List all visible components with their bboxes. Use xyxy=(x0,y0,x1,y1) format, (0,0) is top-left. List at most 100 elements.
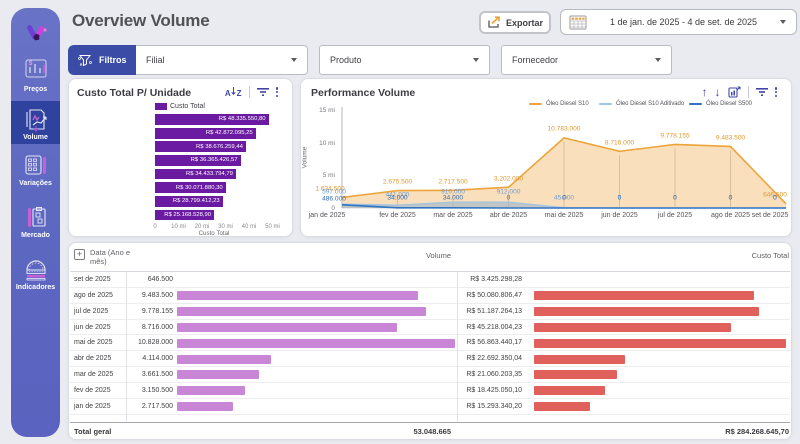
sidebar-item-label: Mercado xyxy=(21,232,50,239)
col-header-volume[interactable]: Volume xyxy=(425,251,451,260)
col-header-date[interactable]: Data (Ano e xyxy=(90,248,131,257)
total-label: Total geral xyxy=(74,427,112,436)
table-row[interactable]: mar de 2025 3.661.500 R$ 21.060.203,35 xyxy=(69,367,791,383)
table-row[interactable]: jan de 2025 2.717.500 R$ 15.293.340,20 xyxy=(69,399,791,415)
data-label: 3.202.000 xyxy=(493,175,524,183)
filter-icon[interactable] xyxy=(256,87,269,97)
row-month: fev de 2025 xyxy=(74,386,111,394)
filter-icon[interactable] xyxy=(755,87,768,97)
data-label: 441.000 xyxy=(385,191,410,199)
data-label: 34.000 xyxy=(387,194,408,202)
svg-text:$: $ xyxy=(29,61,33,67)
cost-bar[interactable]: R$ 38.676.259,44 xyxy=(155,141,246,153)
x-tick-label: jul de 2025 xyxy=(657,212,693,219)
cost-bar-label: R$ 42.872.095,25 xyxy=(205,130,253,137)
cost-bar[interactable]: R$ 42.872.095,25 xyxy=(155,127,256,139)
col-header-cost[interactable]: Custo Total xyxy=(751,251,789,260)
data-label: 10.783.000 xyxy=(547,125,581,133)
cost-bar[interactable]: R$ 34.433.794,79 xyxy=(155,168,236,180)
x-tick-label: 40 mi xyxy=(241,224,257,230)
table-row[interactable]: jul de 2025 9.778.155 R$ 51.187.264,13 xyxy=(69,304,791,320)
x-tick-label: 30 mi xyxy=(218,224,233,230)
legend-label: Custo Total xyxy=(170,103,205,110)
cost-bar-chart: R$ 48.335.550,80 R$ 42.872.095,25 R$ 38.67… xyxy=(69,79,292,237)
sidebar-item-indicadores[interactable]: Indicadores xyxy=(11,252,60,294)
table-row[interactable]: mai de 2025 10.828.000 R$ 56.863.440,17 xyxy=(69,335,791,352)
row-cost: R$ 22.692.350,04 xyxy=(466,355,522,363)
filters-button[interactable]: Filtros xyxy=(68,45,136,75)
data-label: 646.500 xyxy=(763,191,787,199)
data-label: 8.716.000 xyxy=(604,139,635,147)
sidebar-item-volume[interactable]: Volume xyxy=(11,101,60,144)
volume-data-bar xyxy=(176,402,233,412)
drill-down-icon[interactable]: ↓ xyxy=(714,85,721,99)
table-row[interactable]: abr de 2025 4.114.000 R$ 22.692.350,04 xyxy=(69,351,791,368)
x-tick-label: mar de 2025 xyxy=(433,212,473,219)
dropdown-filial-label: Filial xyxy=(146,55,165,65)
table-row[interactable]: jun de 2025 8.716.000 R$ 45.218.004,23 xyxy=(69,320,791,336)
sidebar-item-variacoes[interactable]: Variações xyxy=(11,148,60,190)
volume-data-bar xyxy=(176,291,418,301)
x-tick-label: 50 mi xyxy=(265,224,280,230)
legend-item[interactable]: Óleo Diesel S500 xyxy=(689,101,752,107)
cost-legend: Custo Total xyxy=(155,103,205,110)
cost-bar[interactable]: R$ 28.799.412,23 xyxy=(155,195,223,207)
data-label: 0 xyxy=(617,194,622,202)
perf-card-title: Performance Volume xyxy=(311,87,416,99)
volume-data-bar xyxy=(176,338,455,348)
x-axis-title: Custo Total xyxy=(198,229,230,237)
divider xyxy=(747,86,749,98)
x-tick-label: jan de 2025 xyxy=(308,212,346,219)
data-label: 0 xyxy=(673,194,677,202)
cost-bar-label: R$ 34.433.794,79 xyxy=(186,171,233,178)
dropdown-filial[interactable]: Filial xyxy=(136,45,308,75)
cost-data-bar xyxy=(534,338,786,348)
date-range-picker[interactable]: 1 de jan. de 2025 - 4 de set. de 2025 xyxy=(560,9,797,35)
row-month: ago de 2025 xyxy=(74,291,113,299)
data-label: 0 xyxy=(728,194,733,202)
legend-swatch xyxy=(529,102,542,106)
cost-bar[interactable]: R$ 25.168.528,90 xyxy=(155,209,215,221)
x-tick-label: set de 2025 xyxy=(751,212,789,219)
x-tick-label: 10 mi xyxy=(171,224,186,230)
dropdown-produto-label: Produto xyxy=(330,55,362,65)
more-options-icon[interactable] xyxy=(774,87,777,97)
dropdown-fornecedor[interactable]: Fornecedor xyxy=(501,45,672,75)
legend-item[interactable]: Óleo Diesel S10 xyxy=(529,101,589,107)
cost-bar[interactable]: R$ 36.365.426,57 xyxy=(155,154,241,166)
cost-bar[interactable]: R$ 30.071.880,30 xyxy=(155,182,226,194)
dropdown-produto[interactable]: Produto xyxy=(319,45,490,75)
sidebar-item-precos[interactable]: $ Preços xyxy=(11,52,60,94)
x-tick-label: abr de 2025 xyxy=(489,212,528,219)
table-row[interactable]: set de 2025 646.500 R$ 3.425.298,28 xyxy=(69,272,791,288)
total-volume: 53.048.665 xyxy=(413,427,451,436)
expand-table-icon[interactable]: + xyxy=(74,249,85,260)
drill-up-icon[interactable]: ↑ xyxy=(701,85,708,99)
row-cost: R$ 56.863.440,17 xyxy=(466,339,522,347)
row-volume: 8.716.000 xyxy=(141,323,173,331)
table-row[interactable]: fev de 2025 3.150.500 R$ 18.425.050,10 xyxy=(69,383,791,399)
sidebar-item-mercado[interactable]: Mercado xyxy=(11,200,60,242)
row-volume: 9.483.500 xyxy=(141,291,173,299)
dropdown-fornecedor-label: Fornecedor xyxy=(512,55,559,65)
chevron-down-icon xyxy=(473,58,479,62)
row-month: jan de 2025 xyxy=(74,402,111,410)
legend-item[interactable]: Óleo Diesel S10 Aditivado xyxy=(599,101,684,107)
legend-swatch xyxy=(599,102,612,106)
sidebar: $ Preços Volume Variações Mercado Indicad… xyxy=(11,8,60,437)
legend-label: Óleo Diesel S500 xyxy=(706,101,752,107)
expand-hierarchy-icon[interactable] xyxy=(727,86,741,98)
cost-bar[interactable]: R$ 48.335.550,80 xyxy=(155,114,269,125)
data-label: 0 xyxy=(773,194,777,202)
row-month: jun de 2025 xyxy=(74,323,111,331)
row-cost: R$ 18.425.050,10 xyxy=(466,386,522,394)
y-tick-label: 15 mi xyxy=(319,107,335,114)
more-options-icon[interactable] xyxy=(275,87,278,97)
export-button[interactable]: Exportar xyxy=(479,11,551,34)
data-label: 45.000 xyxy=(553,194,575,202)
chevron-down-icon xyxy=(780,20,786,24)
row-volume: 10.828.000 xyxy=(137,339,173,347)
table-row[interactable]: ago de 2025 9.483.500 R$ 50.080.806,47 xyxy=(69,288,791,304)
data-label: 0 xyxy=(673,194,677,202)
